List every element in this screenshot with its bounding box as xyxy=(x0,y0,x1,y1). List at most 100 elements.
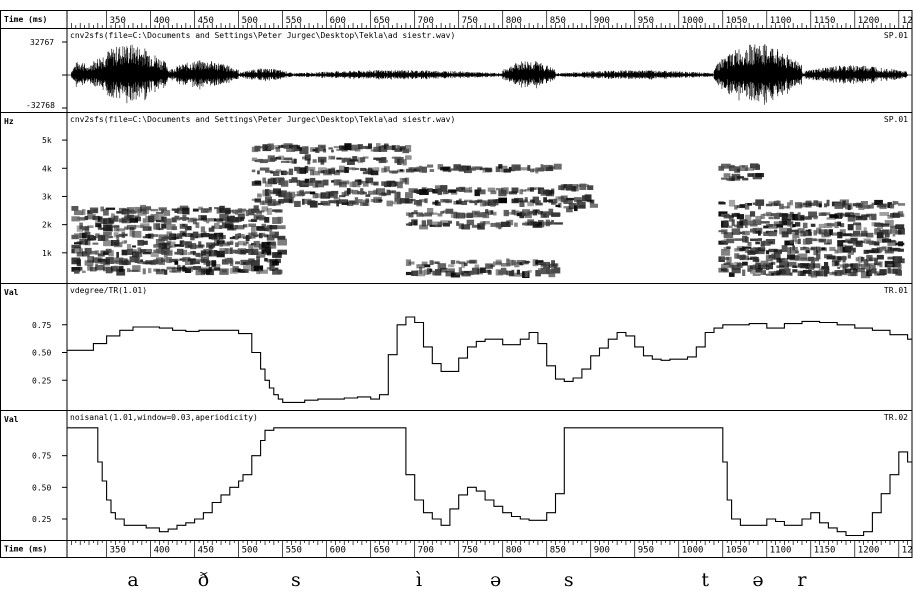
spectrogram-cell xyxy=(269,231,279,236)
spectrogram-cell xyxy=(845,238,855,243)
spectrogram-cell xyxy=(331,156,336,160)
spectrogram-cell xyxy=(535,202,543,206)
spectrogram-cell xyxy=(787,202,791,209)
spectrogram-cell xyxy=(537,262,546,266)
spectrogram-cell xyxy=(742,177,749,181)
spectrogram-cell xyxy=(237,240,246,246)
spectrogram-cell xyxy=(866,263,872,266)
spectrogram-cell xyxy=(198,241,202,248)
spectrogram-cell xyxy=(97,224,102,230)
spectrogram-cell xyxy=(530,168,534,173)
spectrogram-cell xyxy=(190,266,194,272)
spectrogram-cell xyxy=(755,268,763,273)
spectrogram-cell xyxy=(839,213,843,219)
spectrogram-cell xyxy=(805,229,811,232)
spectrogram-cell xyxy=(365,177,374,184)
spectrogram-cell xyxy=(411,270,418,276)
spectrogram-cell xyxy=(87,225,94,228)
spectrogram-cell xyxy=(155,239,165,245)
spectrogram-cell xyxy=(103,240,113,247)
spectrogram-cell xyxy=(124,240,128,244)
spectrogram-cell xyxy=(427,208,434,215)
spectrogram-cell xyxy=(742,235,748,243)
spectrogram-cell xyxy=(530,187,535,192)
panel-1-title: cnv2sfs(file=C:\Documents and Settings\P… xyxy=(70,31,455,40)
spectrogram-cell xyxy=(500,263,511,267)
spectrogram-ytick-label-4000: 4k xyxy=(42,164,52,173)
spectrogram-cell xyxy=(352,181,361,188)
spectrogram-cell xyxy=(132,265,141,272)
spectrogram-cell xyxy=(142,207,149,214)
spectrogram-cell xyxy=(376,143,381,149)
spectrogram-cell xyxy=(240,233,245,239)
spectrogram-cell xyxy=(860,257,865,262)
spectrogram-cell xyxy=(842,255,846,263)
spectrogram-cell xyxy=(551,201,556,205)
spectrogram-cell xyxy=(79,266,83,271)
top-tick-label-900: 900 xyxy=(594,16,610,26)
spectrogram-cell xyxy=(211,264,221,271)
spectrogram-cell xyxy=(495,259,502,265)
panel-4-frame xyxy=(0,410,913,541)
panel-3-tag: TR.01 xyxy=(884,286,908,295)
spectrogram-cell xyxy=(781,257,788,264)
spectrogram-cell xyxy=(776,270,782,276)
spectrogram-cell xyxy=(267,189,278,193)
spectrogram-cell xyxy=(474,271,479,275)
spectrogram-cell xyxy=(192,208,199,212)
spectrogram-cell xyxy=(336,200,339,207)
spectrogram-cell xyxy=(781,268,791,276)
spectrogram-cell xyxy=(97,258,107,262)
spectrogram-cell xyxy=(506,270,512,276)
spectrogram-cell xyxy=(354,167,360,170)
spectrogram-cell xyxy=(879,269,887,275)
spectrogram-cell xyxy=(514,197,524,203)
spectrogram-cell xyxy=(140,223,150,229)
spectrogram-cell xyxy=(272,217,282,224)
spectrogram-cell xyxy=(895,224,905,229)
spectrogram-cell xyxy=(474,166,483,169)
spectrogram-cell xyxy=(802,264,811,267)
spectrogram-cell xyxy=(495,166,501,173)
spectrogram-cell xyxy=(858,264,862,267)
spectrogram-cell xyxy=(871,213,877,221)
spectrogram-cell xyxy=(229,240,234,245)
spectrogram-cell xyxy=(768,262,773,270)
spectrogram-cell xyxy=(349,144,358,151)
spectrogram-cell xyxy=(192,251,196,256)
spectrogram-cell xyxy=(408,261,415,265)
spectrogram-cell xyxy=(469,186,473,193)
spectrogram-cell xyxy=(553,198,557,204)
spectrogram-cell xyxy=(277,225,286,230)
spectrogram-cell xyxy=(264,234,269,238)
panel-4-label: Val xyxy=(4,415,19,424)
spectrogram-cell xyxy=(331,180,335,183)
spectrogram-cell xyxy=(302,192,306,196)
spectrogram-cell xyxy=(728,272,735,277)
spectrogram-cell xyxy=(126,262,131,265)
spectrogram-cell xyxy=(744,167,755,171)
spectrogram-cell xyxy=(323,148,327,153)
spectrogram-cell xyxy=(884,232,890,238)
spectrogram-cell xyxy=(742,261,748,266)
spectrogram-cell xyxy=(113,232,119,238)
spectrogram-cell xyxy=(837,266,841,269)
spectrogram-cell xyxy=(145,249,153,254)
spectrogram-cell xyxy=(800,257,810,262)
spectrogram-cell xyxy=(747,220,757,226)
spectrogram-region-0 xyxy=(71,204,287,276)
spectrogram-cell xyxy=(440,185,448,192)
spectrogram-cell xyxy=(755,164,760,170)
spectrogram-cell xyxy=(824,229,831,237)
spectrogram-cell xyxy=(765,273,774,276)
spectrogram-cell xyxy=(545,219,550,227)
spectrogram-cell xyxy=(259,200,265,205)
spectrogram-cell xyxy=(126,207,135,212)
spectrogram-cell xyxy=(256,251,266,258)
spectrogram-cell xyxy=(277,216,283,224)
spectrogram-cell xyxy=(874,250,882,254)
spectrogram-cell xyxy=(739,248,746,251)
spectrogram-cell xyxy=(548,221,553,225)
spectrogram-cell xyxy=(453,211,458,219)
spectrogram-cell xyxy=(744,225,748,228)
